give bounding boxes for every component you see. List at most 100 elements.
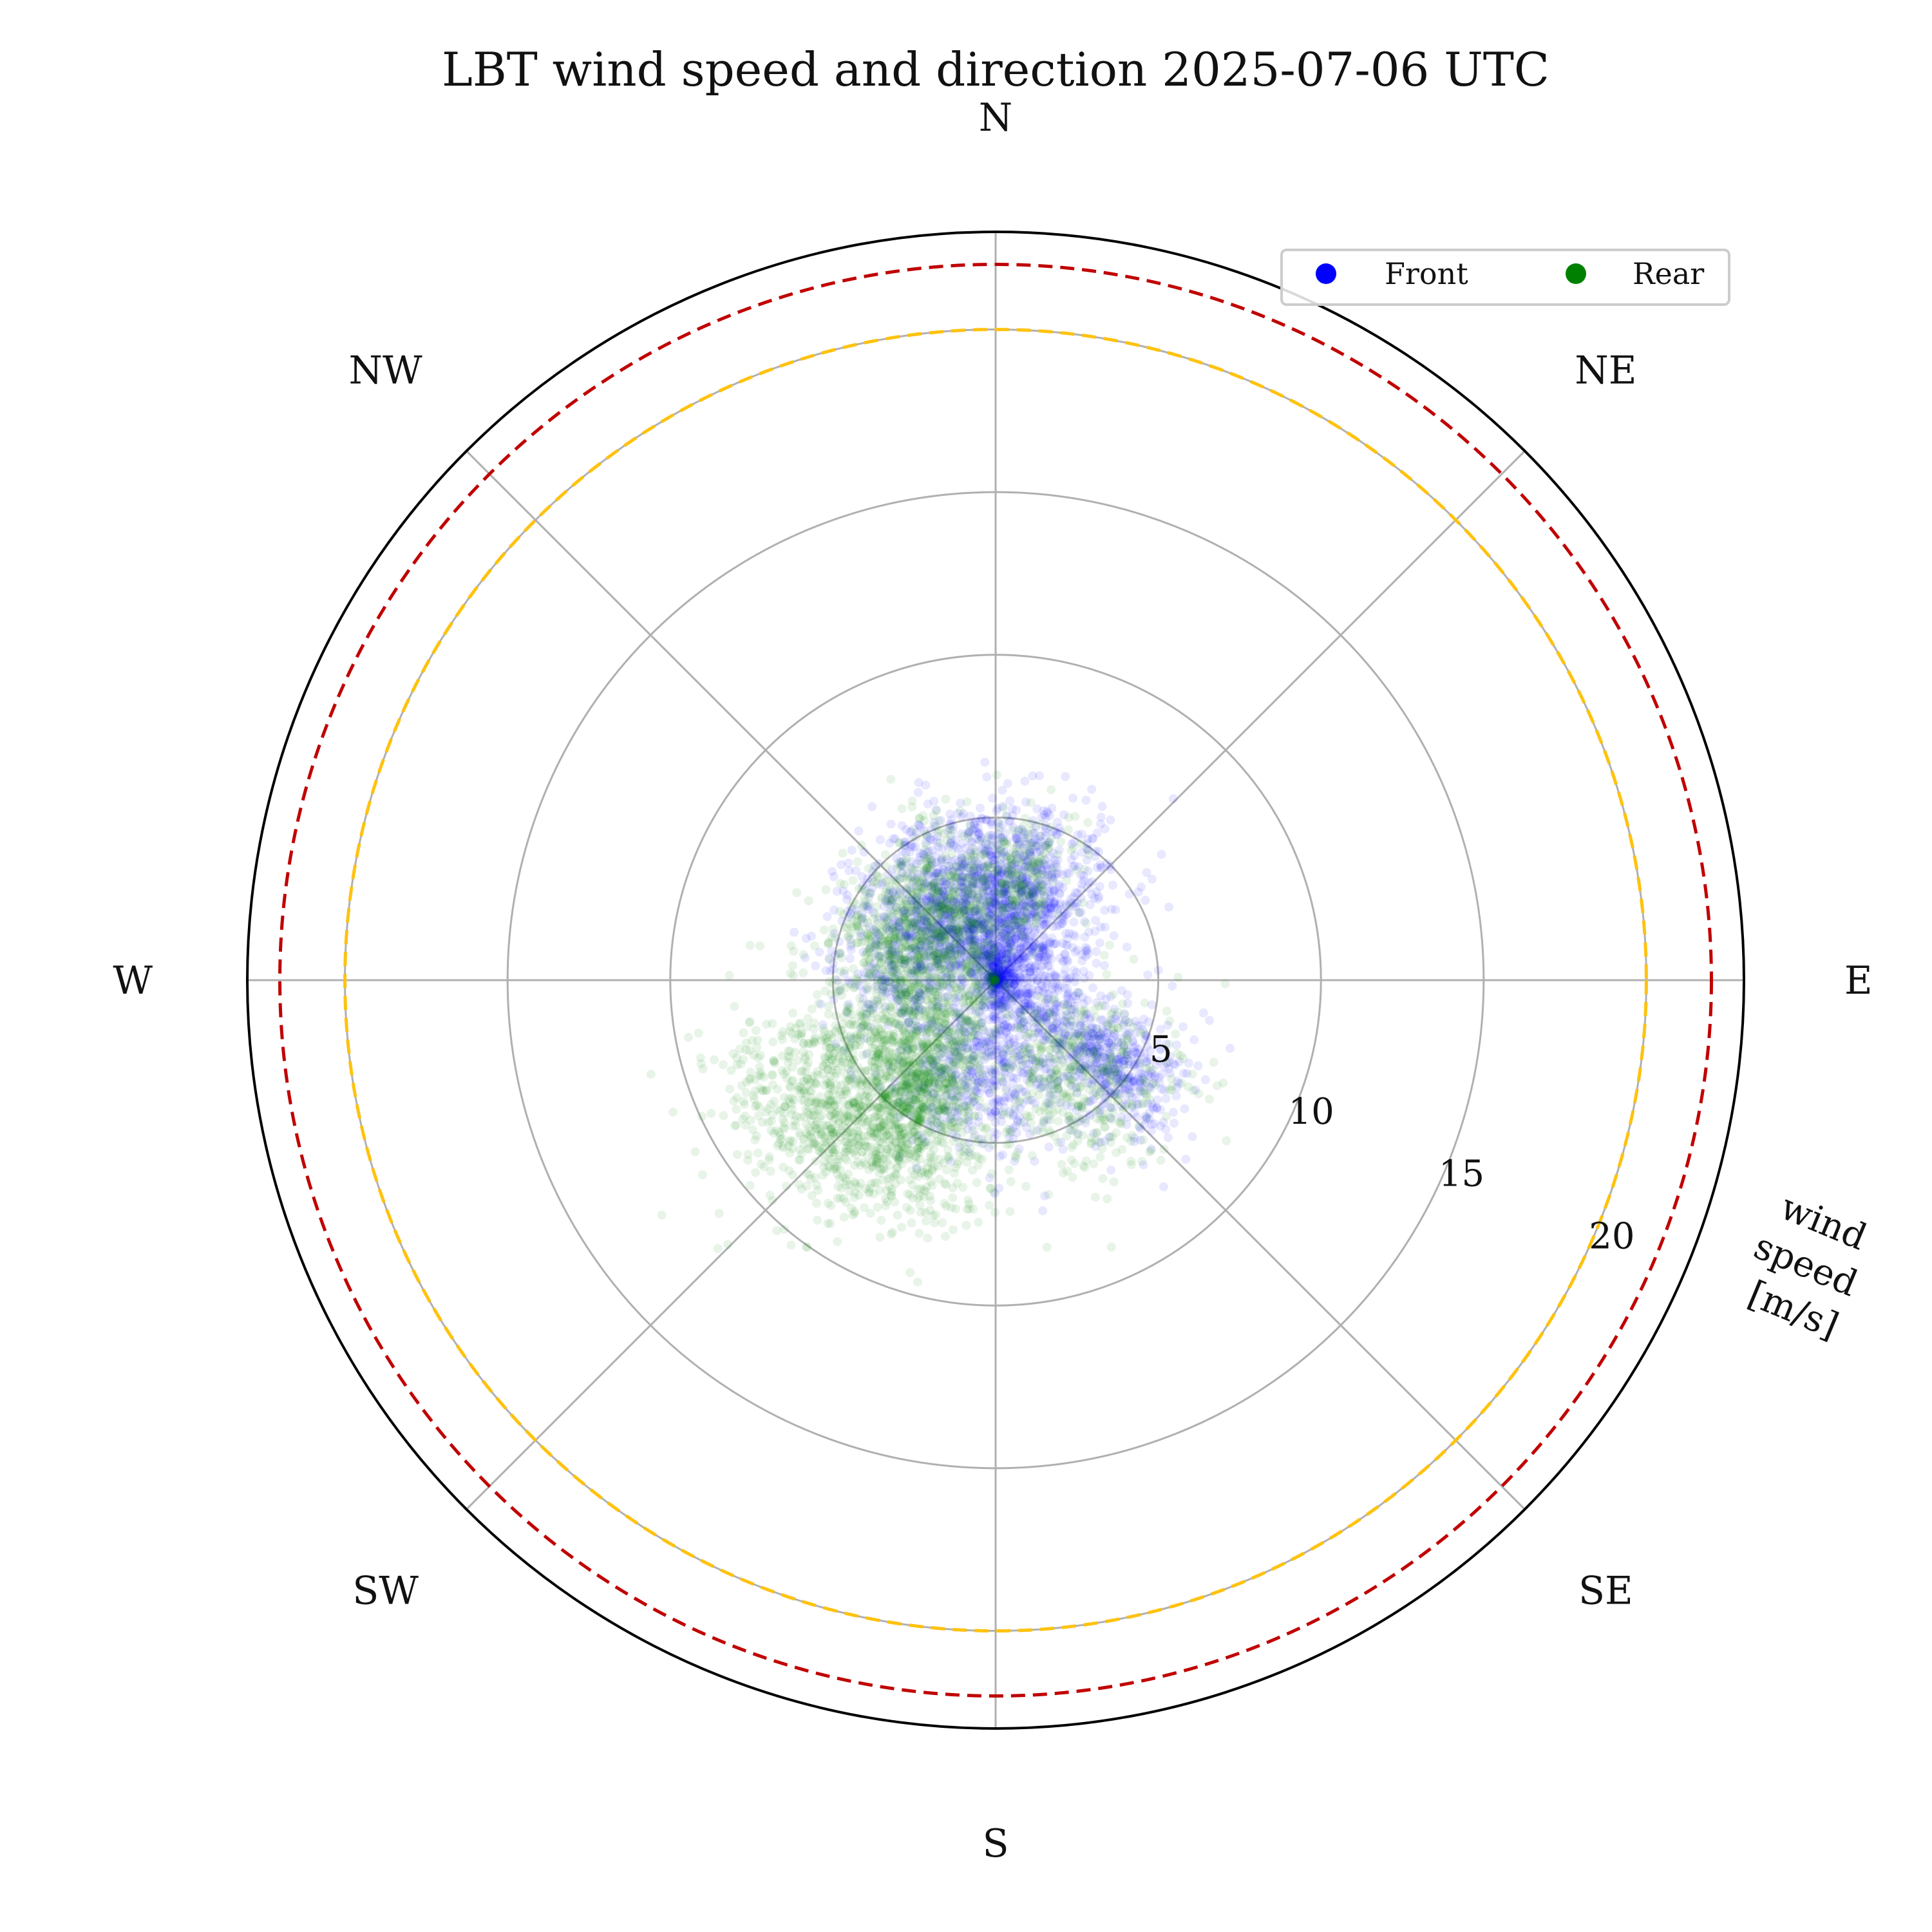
front-point (1016, 921, 1026, 931)
rear-point (804, 896, 813, 905)
front-point (925, 861, 935, 871)
front-point (925, 1019, 935, 1029)
rear-point (936, 838, 945, 848)
front-point (995, 900, 1005, 909)
rear-point (958, 876, 967, 886)
front-point (989, 938, 998, 947)
front-point (871, 1069, 881, 1078)
front-point (999, 900, 1009, 909)
front-point (1058, 938, 1067, 948)
front-point (940, 951, 949, 960)
rear-point (844, 920, 854, 929)
rear-point (983, 938, 992, 947)
front-point (871, 981, 880, 991)
front-point (971, 904, 980, 914)
front-point (886, 819, 896, 829)
rear-point (853, 900, 862, 909)
rear-point (904, 953, 913, 963)
rear-point (895, 873, 904, 883)
front-point (851, 980, 861, 990)
rear-point (934, 952, 944, 961)
front-point (1137, 882, 1146, 892)
front-point (1084, 971, 1094, 980)
front-point (978, 886, 987, 896)
rear-point (994, 818, 1003, 828)
front-point (958, 975, 967, 985)
front-point (938, 925, 947, 935)
front-point (1054, 1077, 1063, 1086)
front-point (1080, 933, 1090, 942)
front-point (828, 867, 837, 876)
front-point (977, 916, 987, 926)
front-point (957, 882, 967, 891)
rear-point (877, 894, 887, 904)
front-point (929, 941, 939, 951)
front-point (1050, 911, 1059, 920)
rear-point (994, 929, 1003, 938)
front-point (897, 868, 907, 878)
rear-point (938, 902, 948, 912)
front-point (1002, 903, 1012, 912)
rear-point (952, 862, 962, 872)
front-point (957, 812, 967, 822)
rear-point (886, 923, 896, 933)
front-point (1016, 902, 1026, 911)
front-point (884, 1020, 893, 1030)
front-point (941, 880, 951, 889)
rear-point (886, 775, 896, 784)
front-point (967, 931, 976, 940)
front-point (987, 974, 996, 983)
rear-point (975, 835, 985, 845)
front-point (929, 924, 938, 934)
front-point (948, 826, 958, 835)
rear-point (1081, 918, 1091, 928)
front-point (968, 962, 978, 972)
front-point (1048, 940, 1058, 949)
front-point (945, 983, 954, 993)
front-point (949, 897, 958, 907)
front-point (958, 901, 968, 911)
rear-point (930, 961, 940, 970)
front-point (966, 934, 975, 943)
front-point (936, 894, 945, 904)
front-point (971, 912, 980, 922)
front-point (953, 844, 963, 853)
rear-point (913, 926, 923, 936)
front-point (922, 936, 932, 946)
front-point (927, 860, 937, 869)
front-point (946, 915, 956, 925)
front-point (888, 965, 898, 975)
front-point (928, 905, 938, 915)
front-point (1069, 837, 1079, 847)
front-point (1026, 977, 1036, 987)
rear-point (788, 961, 797, 971)
front-point (945, 921, 955, 931)
front-point (942, 880, 951, 889)
front-point (918, 964, 927, 974)
front-point (864, 902, 873, 911)
front-point (1147, 874, 1157, 884)
front-point (983, 846, 992, 855)
series-front (790, 757, 1235, 1216)
front-point (944, 923, 954, 933)
front-point (1015, 875, 1025, 885)
front-point (1022, 920, 1032, 930)
front-point (993, 817, 1003, 827)
front-point (963, 886, 972, 895)
front-point (914, 778, 923, 788)
front-point (965, 913, 975, 923)
front-point (914, 1003, 924, 1013)
rear-point (946, 974, 956, 983)
front-point (994, 942, 1003, 952)
front-point (1005, 964, 1014, 973)
front-point (996, 871, 1006, 880)
front-point (985, 956, 994, 965)
rear-point (937, 855, 947, 865)
front-point (916, 961, 925, 971)
front-point (977, 814, 987, 824)
front-point (980, 923, 990, 933)
front-point (965, 864, 974, 873)
front-point (994, 1095, 1004, 1105)
front-point (949, 840, 958, 850)
rear-point (846, 929, 856, 938)
